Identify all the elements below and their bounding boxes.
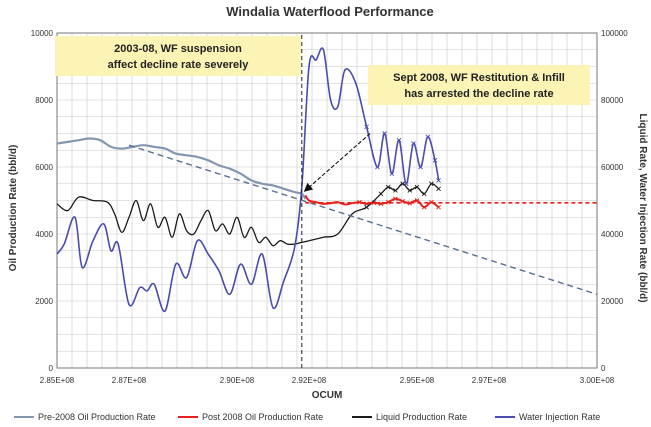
liquid-production-rate-point xyxy=(421,191,427,197)
water-injection-rate-point xyxy=(425,134,431,140)
annotation-wf-suspension: 2003-08, WF suspension affect decline rat… xyxy=(55,36,301,76)
y2-tick-label: 60000 xyxy=(601,163,624,172)
liquid-production-rate-point xyxy=(400,181,405,187)
y-axis-label: Oil Production Rate (bbl/d) xyxy=(8,145,19,272)
liquid-production-rate-point xyxy=(364,204,369,210)
legend: Pre-2008 Oil Production Rate Post 2008 Oi… xyxy=(14,412,600,422)
annotation-wf-restitution: Sept 2008, WF Restitution & Infill has ar… xyxy=(368,65,590,105)
liquid-production-rate-point xyxy=(407,188,413,193)
post-2008-oil-production-rate-point xyxy=(436,204,441,210)
annotation-arrow xyxy=(303,133,371,192)
axes: 0200040006000800010000020000400006000080… xyxy=(31,29,628,385)
legend-item-post-2008-oil-production-rate: Post 2008 Oil Production Rate xyxy=(178,412,323,422)
y2-tick-label: 20000 xyxy=(601,297,624,306)
water-injection-rate-line xyxy=(56,47,440,312)
legend-label: Liquid Production Rate xyxy=(376,412,467,422)
annotations: 2003-08, WF suspension affect decline rat… xyxy=(55,36,590,192)
annotation-wf-restitution-box xyxy=(368,65,590,105)
water-injection-rate-point xyxy=(411,141,416,146)
legend-item-pre-2008-oil-production-rate: Pre-2008 Oil Production Rate xyxy=(14,412,156,422)
liquid-production-rate-point xyxy=(414,184,420,190)
legend-item-liquid-production-rate: Liquid Production Rate xyxy=(352,412,467,422)
post-2008-oil-production-rate-point xyxy=(421,204,427,210)
chart-title: Windalia Waterflood Performance xyxy=(226,4,433,19)
y2-tick-label: 80000 xyxy=(601,96,624,105)
water-injection-rate-point xyxy=(436,178,441,183)
y2-tick-label: 0 xyxy=(601,364,606,373)
x-tick-label: 2.92E+08 xyxy=(292,376,327,385)
y2-tick-label: 100000 xyxy=(601,29,628,38)
legend-label: Water Injection Rate xyxy=(519,412,600,422)
water-injection-rate-point xyxy=(375,164,380,170)
legend-item-water-injection-rate: Water Injection Rate xyxy=(495,412,600,422)
water-injection-rate-point xyxy=(396,137,402,143)
liquid-production-rate-line xyxy=(56,183,440,247)
y2-axis-label: Liquid Rate, Water Injection Rate (bbl/d… xyxy=(637,113,648,302)
annotation-wf-suspension-line: affect decline rate severely xyxy=(108,59,250,71)
x-tick-label: 2.97E+08 xyxy=(472,376,507,385)
y-tick-label: 10000 xyxy=(31,29,54,38)
post-2008-oil-production-rate-point xyxy=(407,200,413,206)
water-injection-rate-point xyxy=(432,157,438,163)
water-injection-rate-point xyxy=(364,124,369,130)
water-injection-rate-point xyxy=(418,164,423,170)
x-tick-label: 2.87E+08 xyxy=(112,376,147,385)
liquid-production-rate-point xyxy=(385,184,391,190)
y-tick-label: 4000 xyxy=(35,230,53,239)
post-2008-oil-production-rate-point xyxy=(414,198,420,203)
post-2008-oil-production-rate-point xyxy=(393,196,398,202)
x-axis-label: OCUM xyxy=(312,390,343,401)
liquid-production-rate-point xyxy=(393,188,398,193)
water-injection-rate-point xyxy=(389,171,395,177)
x-tick-label: 2.85E+08 xyxy=(40,376,75,385)
pre-2008-decline-trend-line xyxy=(128,144,598,295)
liquid-production-rate-point xyxy=(429,181,434,187)
y-tick-label: 8000 xyxy=(35,96,53,105)
y-tick-label: 2000 xyxy=(35,297,53,306)
plot-border xyxy=(56,32,598,369)
liquid-production-rate-point xyxy=(378,191,384,197)
annotation-wf-suspension-line: 2003-08, WF suspension xyxy=(114,43,242,55)
legend-label: Post 2008 Oil Production Rate xyxy=(202,412,323,422)
annotation-wf-restitution-line: has arrested the decline rate xyxy=(404,88,553,100)
y-tick-label: 6000 xyxy=(35,163,53,172)
water-injection-rate-point xyxy=(403,181,409,187)
water-injection-rate-point xyxy=(382,131,387,136)
annotation-wf-suspension-box xyxy=(55,36,301,76)
x-tick-label: 2.90E+08 xyxy=(220,376,255,385)
y-tick-label: 0 xyxy=(49,364,54,373)
legend-label: Pre-2008 Oil Production Rate xyxy=(38,412,156,422)
pre-2008-oil-production-rate-line xyxy=(56,137,307,200)
x-tick-label: 3.00E+08 xyxy=(580,376,615,385)
series-layer xyxy=(56,33,598,368)
y2-tick-label: 40000 xyxy=(601,230,624,239)
liquid-production-rate-point xyxy=(436,186,441,192)
post-2008-oil-production-rate-point xyxy=(378,201,384,207)
x-tick-label: 2.95E+08 xyxy=(400,376,435,385)
annotation-wf-restitution-line: Sept 2008, WF Restitution & Infill xyxy=(393,72,565,84)
